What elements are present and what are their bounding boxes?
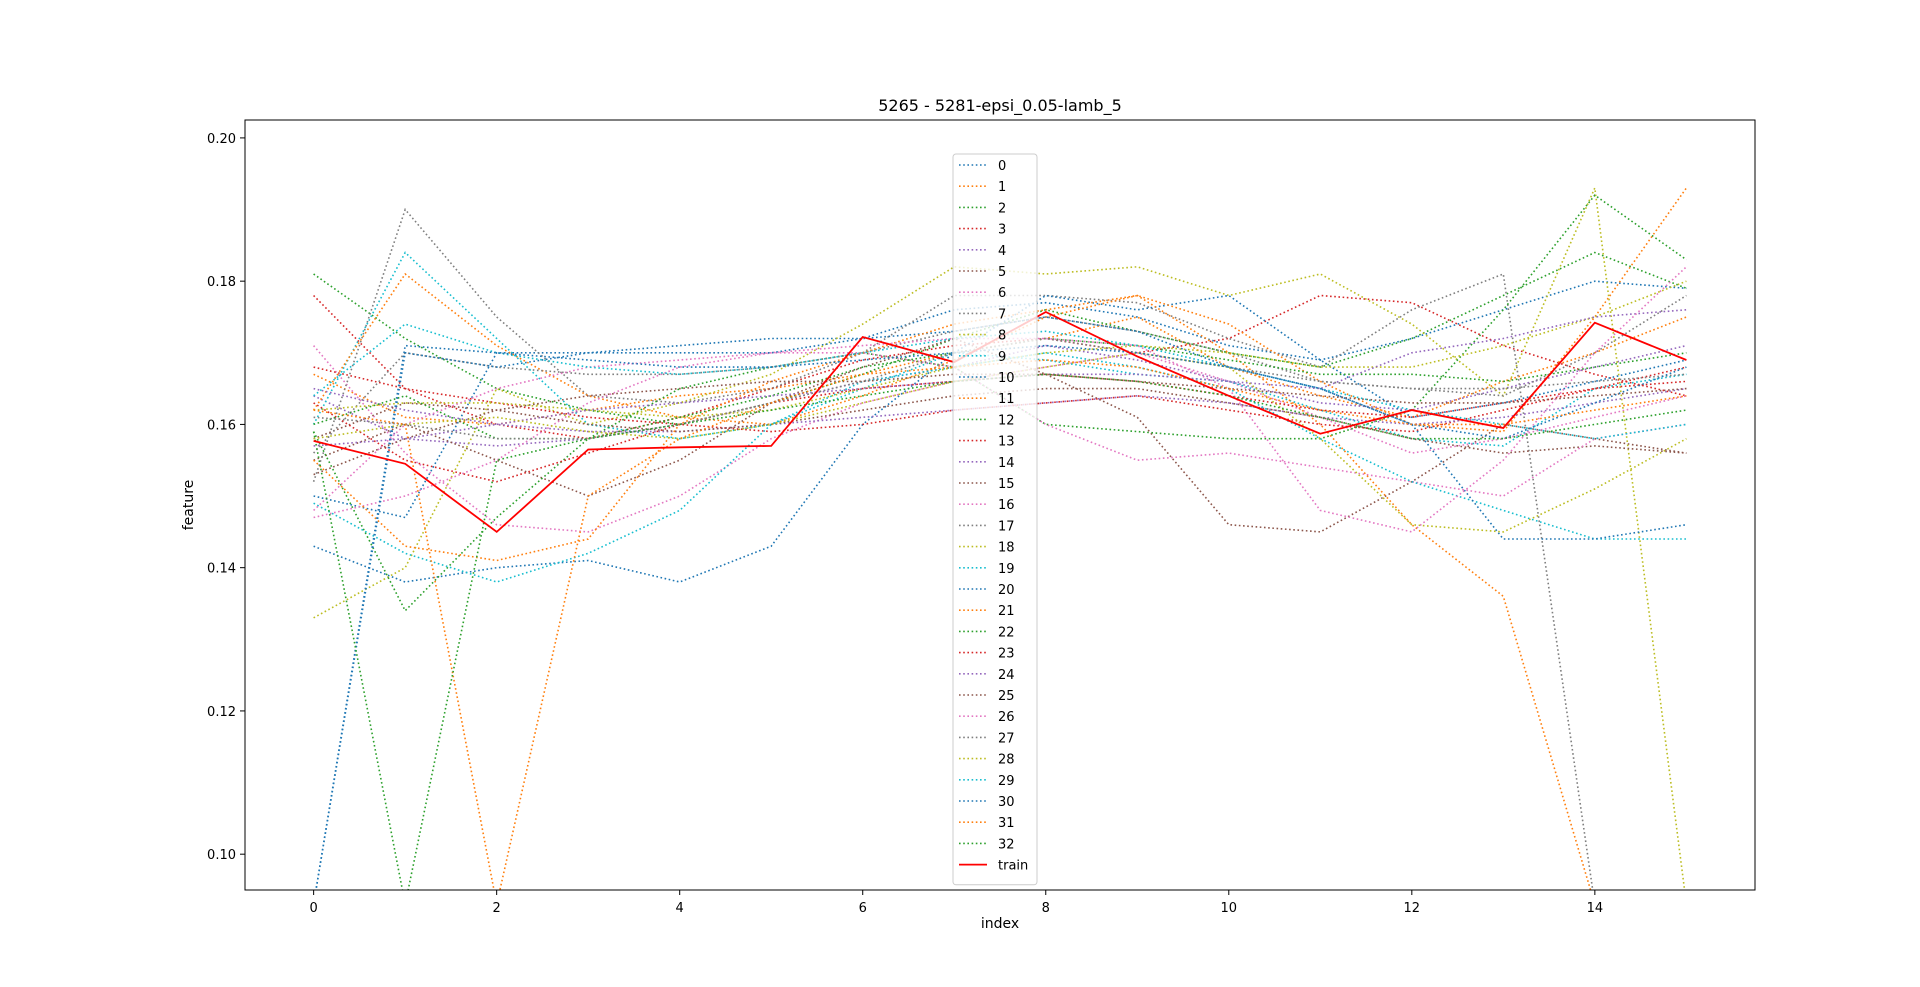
x-tick-label: 8 [1042,901,1050,916]
series-line-2 [313,251,1687,426]
legend-label: train [998,859,1028,874]
y-tick-label: 0.20 [207,132,236,147]
legend-label: 20 [998,583,1015,598]
y-tick-label: 0.16 [207,418,236,433]
legend-label: 0 [998,159,1006,174]
legend-label: 14 [998,456,1015,471]
legend-label: 27 [998,731,1015,746]
series-line-10 [313,294,1687,583]
x-tick-label: 6 [859,901,867,916]
series-line-27 [313,337,1687,440]
legend-label: 19 [998,562,1015,577]
legend-label: 11 [998,392,1015,407]
legend-label: 4 [998,244,1006,259]
legend-label: 23 [998,647,1015,662]
y-tick-label: 0.18 [207,275,236,290]
legend-label: 12 [998,413,1015,428]
series-line-31 [313,359,1687,890]
plot-frame [244,119,1756,891]
y-tick-label: 0.10 [207,848,236,863]
y-tick-label: 0.12 [207,705,236,720]
x-tick-label: 0 [309,901,317,916]
legend-label: 25 [998,689,1015,704]
legend-label: 9 [998,350,1006,365]
series-line-7 [312,207,1594,890]
x-tick-label: 12 [1404,901,1421,916]
legend-label: 18 [998,541,1015,556]
legend-box [952,153,1038,886]
legend-label: 2 [998,201,1006,216]
series-line-28 [313,351,1687,533]
legend-label: 24 [998,668,1015,683]
legend-label: 16 [998,498,1015,513]
legend-label: 17 [998,519,1015,534]
x-tick-label: 14 [1587,901,1604,916]
legend-label: 1 [998,180,1006,195]
legend-label: 31 [998,816,1015,831]
axis-layer: 0 2 4 6 8 10 12 140.100.120.140.160.180.20 [207,132,1603,916]
legend-label: 22 [998,625,1015,640]
legend-label: 28 [998,753,1015,768]
legend-label: 32 [998,837,1015,852]
y-axis-label: feature [181,480,197,531]
legend-label: 3 [998,223,1006,238]
legend-label: 26 [998,710,1015,725]
legend-label: 10 [998,371,1015,386]
legend-label: 7 [998,307,1006,322]
series-line-12 [312,194,1687,613]
series-line-9 [312,251,1687,447]
y-tick-label: 0.14 [207,562,236,577]
legend-label: 30 [998,795,1015,810]
legend-label: 13 [998,435,1015,450]
series-line-19 [313,351,1687,583]
series-line-25 [313,373,1687,476]
legend-label: 8 [998,329,1006,344]
chart-title: 5265 - 5281-epsi_0.05-lamb_5 [878,96,1122,116]
legend-label: 6 [998,286,1006,301]
x-tick-label: 10 [1221,901,1238,916]
x-tick-label: 4 [676,901,684,916]
x-tick-label: 2 [493,901,501,916]
legend: 0123456789101112131415161718192021222324… [952,153,1038,886]
legend-label: 21 [998,604,1015,619]
series-line-14 [313,387,1687,433]
legend-label: 15 [998,477,1015,492]
series-line-20 [315,316,1687,890]
legend-label: 29 [998,774,1015,789]
legend-label: 5 [998,265,1006,280]
x-axis-label: index [981,916,1019,932]
